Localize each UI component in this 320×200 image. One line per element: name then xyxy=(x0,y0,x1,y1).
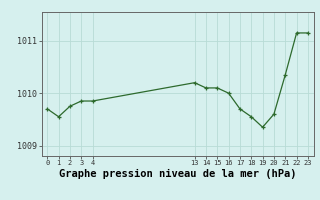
X-axis label: Graphe pression niveau de la mer (hPa): Graphe pression niveau de la mer (hPa) xyxy=(59,169,296,179)
